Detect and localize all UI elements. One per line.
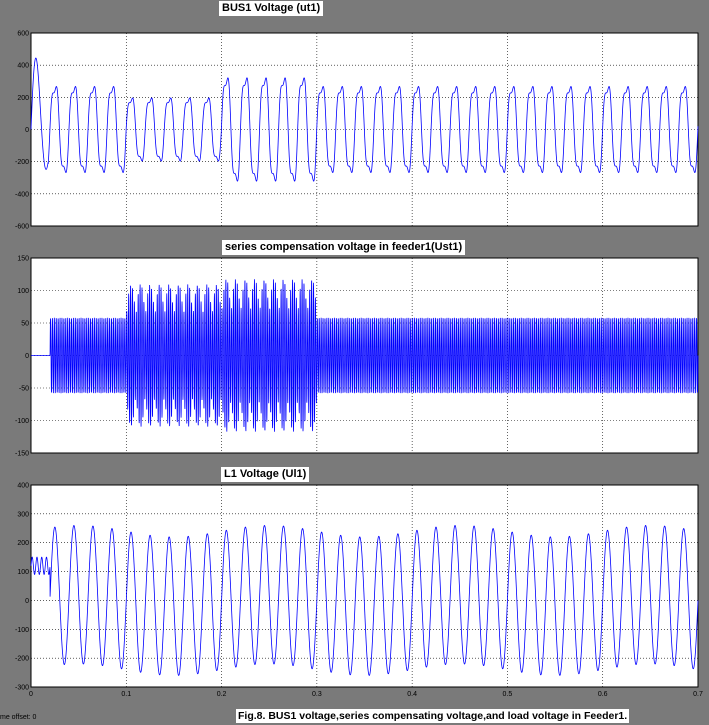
y-tick-label: -600 (15, 224, 29, 231)
y-tick-label: 600 (17, 31, 29, 38)
y-tick-label: 300 (17, 511, 29, 518)
plot-title-series-compensation: series compensation voltage in feeder1(U… (222, 240, 466, 255)
y-tick-label: -50 (19, 386, 29, 393)
y-tick-label: 0 (25, 353, 29, 360)
x-tick-label: 0.1 (121, 691, 131, 698)
y-tick-label: 50 (21, 321, 29, 328)
x-tick-label: 0.2 (217, 691, 227, 698)
y-tick-label: 200 (17, 95, 29, 102)
y-tick-label: 400 (17, 63, 29, 70)
y-tick-label: 0 (25, 127, 29, 134)
plot-title-l1: L1 Voltage (Ul1) (221, 467, 310, 482)
waveform-trace (30, 57, 699, 182)
plot-title-bus1: BUS1 Voltage (ut1) (219, 1, 324, 16)
x-tick-label: 0.5 (503, 691, 513, 698)
y-tick-label: 400 (17, 483, 29, 490)
plot-series-compensation-voltage: 150 100 50 0 -50 -100 -150 (15, 256, 699, 458)
y-tick-label: 150 (17, 256, 29, 263)
x-tick-label: 0.3 (312, 691, 322, 698)
y-tick-label: 0 (25, 598, 29, 605)
figure-caption: Fig.8. BUS1 voltage,series compensating … (236, 709, 630, 723)
time-offset-label: me offset: 0 (0, 714, 37, 721)
y-tick-label: -200 (15, 656, 29, 663)
x-tick-label: 0.4 (407, 691, 417, 698)
plot-area (30, 484, 699, 688)
y-tick-label: 100 (17, 569, 29, 576)
waveform-trace (31, 279, 699, 432)
y-tick-label: 200 (17, 540, 29, 547)
y-tick-label: -400 (15, 191, 29, 198)
y-tick-label: -100 (15, 627, 29, 634)
y-tick-label: -150 (15, 451, 29, 458)
x-tick-label: 0.7 (693, 691, 703, 698)
waveform-trace (30, 525, 699, 676)
y-tick-label: 100 (17, 288, 29, 295)
plot-bus1-voltage: 600 400 200 0 -200 -400 -600 (15, 31, 699, 231)
x-tick-label: 0 (29, 691, 33, 698)
y-tick-label: -300 (15, 685, 29, 692)
y-tick-label: -200 (15, 159, 29, 166)
y-tick-label: -100 (15, 418, 29, 425)
x-tick-label: 0.6 (598, 691, 608, 698)
